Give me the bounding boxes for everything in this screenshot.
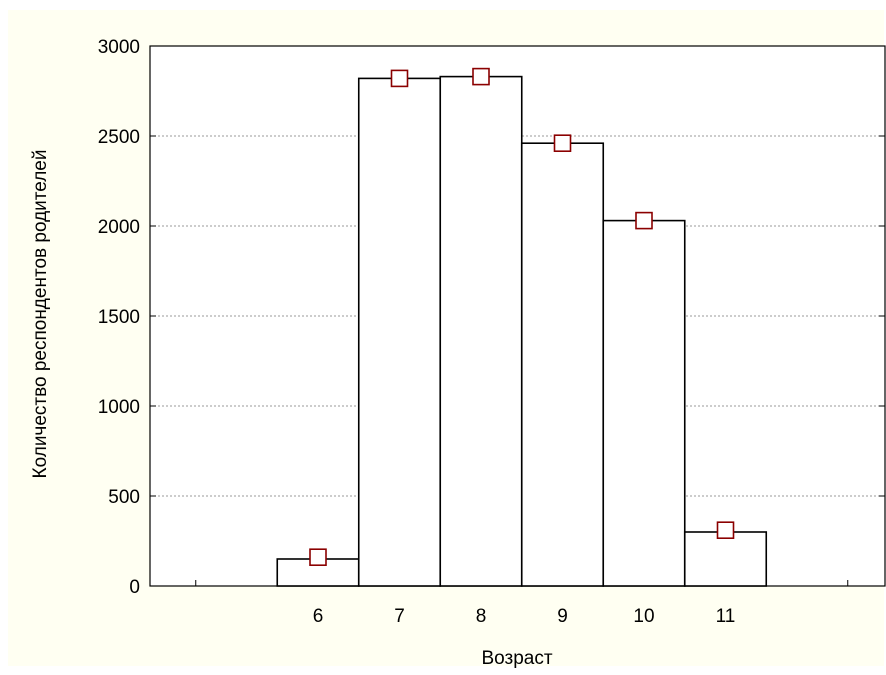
- marker-10: [635, 211, 653, 230]
- y-tick-label: 2000: [98, 217, 140, 238]
- x-tick-label: 9: [557, 606, 568, 627]
- bar-10: [602, 219, 686, 587]
- marker-7: [390, 69, 409, 88]
- y-tick-label: 2500: [98, 127, 140, 148]
- marker-11: [716, 521, 735, 540]
- bar-9: [520, 142, 605, 587]
- y-axis: 0 500 1000 1500 2000 2500 3000: [98, 37, 885, 598]
- grid-lines: [150, 135, 885, 497]
- x-tick-label: 8: [476, 606, 487, 627]
- y-tick-label: 3000: [98, 37, 140, 58]
- y-tick-label: 500: [108, 487, 140, 508]
- marker-9: [553, 134, 572, 152]
- x-tick-label: 6: [313, 606, 324, 627]
- bar-7: [357, 77, 442, 587]
- y-tick-label: 1000: [98, 397, 140, 418]
- markers-group: [309, 67, 735, 567]
- marker-6: [309, 548, 327, 567]
- y-tick-label: 0: [129, 577, 140, 598]
- y-axis-title: Количество респондентов родителей: [30, 150, 51, 479]
- bar-11: [683, 531, 768, 587]
- x-tick-label: 7: [394, 606, 405, 627]
- x-axis-title: Возраст: [481, 648, 552, 669]
- x-tick-label: 10: [633, 606, 654, 627]
- y-tick-label: 1500: [98, 307, 140, 328]
- marker-8: [472, 67, 490, 86]
- x-axis: 6 7 8 9 10 11: [195, 580, 849, 627]
- bar-8: [439, 75, 523, 587]
- x-tick-label: 11: [716, 606, 736, 627]
- bars-group: [276, 75, 768, 587]
